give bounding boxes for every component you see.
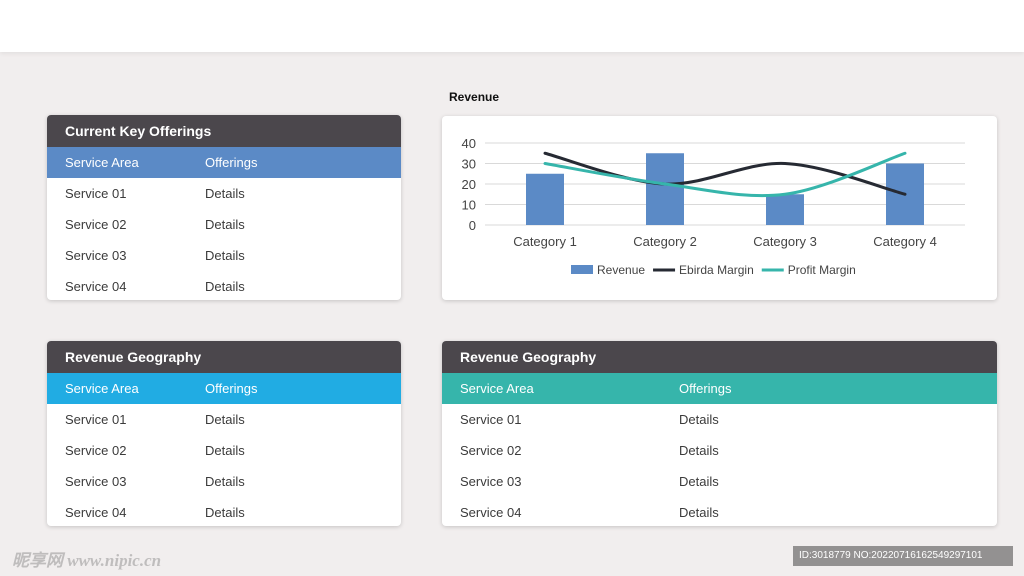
table-row: Service 02 Details <box>47 209 401 240</box>
cell-details: Details <box>205 443 245 458</box>
cell-service: Service 03 <box>65 248 127 263</box>
y-tick-label: 30 <box>462 157 476 172</box>
card-title: Current Key Offerings <box>47 115 401 147</box>
cell-details: Details <box>205 474 245 489</box>
column-header-offerings: Offerings <box>205 381 258 396</box>
table-row: Service 03 Details <box>442 466 997 497</box>
revenue-geography-card-wide: Revenue Geography Service Area Offerings… <box>442 341 997 526</box>
legend-label: Profit Margin <box>788 263 856 277</box>
card-title: Revenue Geography <box>47 341 401 373</box>
cell-details: Details <box>205 505 245 520</box>
cell-service: Service 03 <box>460 474 522 489</box>
cell-service: Service 02 <box>65 217 127 232</box>
column-header-service-area: Service Area <box>460 381 534 396</box>
column-header-service-area: Service Area <box>65 155 139 170</box>
chart-title: Revenue <box>449 90 500 104</box>
cell-service: Service 01 <box>65 412 127 427</box>
y-tick-label: 20 <box>462 177 476 192</box>
revenue-geography-card: Revenue Geography Service Area Offerings… <box>47 341 401 526</box>
table-row: Service 04 Details <box>47 271 401 300</box>
cell-service: Service 02 <box>460 443 522 458</box>
legend-swatch <box>571 265 593 274</box>
table-row: Service 04 Details <box>442 497 997 526</box>
x-tick-label: Category 1 <box>513 234 577 249</box>
legend-label: Revenue <box>597 263 645 277</box>
x-tick-label: Category 2 <box>633 234 697 249</box>
cell-service: Service 04 <box>65 505 127 520</box>
cell-details: Details <box>205 186 245 201</box>
cell-service: Service 02 <box>65 443 127 458</box>
bar <box>766 194 804 225</box>
y-tick-label: 10 <box>462 198 476 213</box>
line-series-ebirda-margin <box>543 151 907 196</box>
table-row: Service 03 Details <box>47 240 401 271</box>
y-tick-label: 0 <box>469 218 476 233</box>
cell-service: Service 01 <box>460 412 522 427</box>
cell-details: Details <box>205 217 245 232</box>
cell-service: Service 01 <box>65 186 127 201</box>
bar <box>526 173 564 225</box>
cell-service: Service 04 <box>65 279 127 294</box>
table-row: Service 02 Details <box>47 435 401 466</box>
revenue-chart: 0 10 20 30 40 Category 1 Category 2 Category 3 C… <box>462 136 965 277</box>
cell-details: Details <box>205 248 245 263</box>
table-row: Service 01 Details <box>442 404 997 435</box>
x-tick-label: Category 3 <box>753 234 817 249</box>
column-header-service-area: Service Area <box>65 381 139 396</box>
cell-details: Details <box>679 443 719 458</box>
table-header: Service Area Offerings <box>442 373 997 404</box>
x-tick-label: Category 4 <box>873 234 937 249</box>
cell-service: Service 04 <box>460 505 522 520</box>
table-row: Service 04 Details <box>47 497 401 526</box>
table-row: Service 01 Details <box>47 404 401 435</box>
top-bar <box>0 0 1024 52</box>
watermark-logo: 昵享网 www.nipic.cn <box>12 551 162 570</box>
cell-details: Details <box>679 412 719 427</box>
table-row: Service 01 Details <box>47 178 401 209</box>
cell-details: Details <box>205 412 245 427</box>
watermark-id: ID:3018779 NO:20220716162549297101 <box>793 546 1013 566</box>
table-row: Service 02 Details <box>442 435 997 466</box>
cell-service: Service 03 <box>65 474 127 489</box>
cell-details: Details <box>679 505 719 520</box>
column-header-offerings: Offerings <box>205 155 258 170</box>
column-header-offerings: Offerings <box>679 381 732 396</box>
table-header: Service Area Offerings <box>47 147 401 178</box>
card-title: Revenue Geography <box>442 341 997 373</box>
cell-details: Details <box>205 279 245 294</box>
key-offerings-card: Current Key Offerings Service Area Offer… <box>47 115 401 300</box>
line-series-profit-margin <box>543 151 907 198</box>
bar <box>646 153 684 225</box>
y-tick-label: 40 <box>462 136 476 151</box>
table-header: Service Area Offerings <box>47 373 401 404</box>
chart-card: 0 10 20 30 40 Category 1 Category 2 Category 3 C… <box>442 116 997 300</box>
legend-label: Ebirda Margin <box>679 263 754 277</box>
cell-details: Details <box>679 474 719 489</box>
table-row: Service 03 Details <box>47 466 401 497</box>
